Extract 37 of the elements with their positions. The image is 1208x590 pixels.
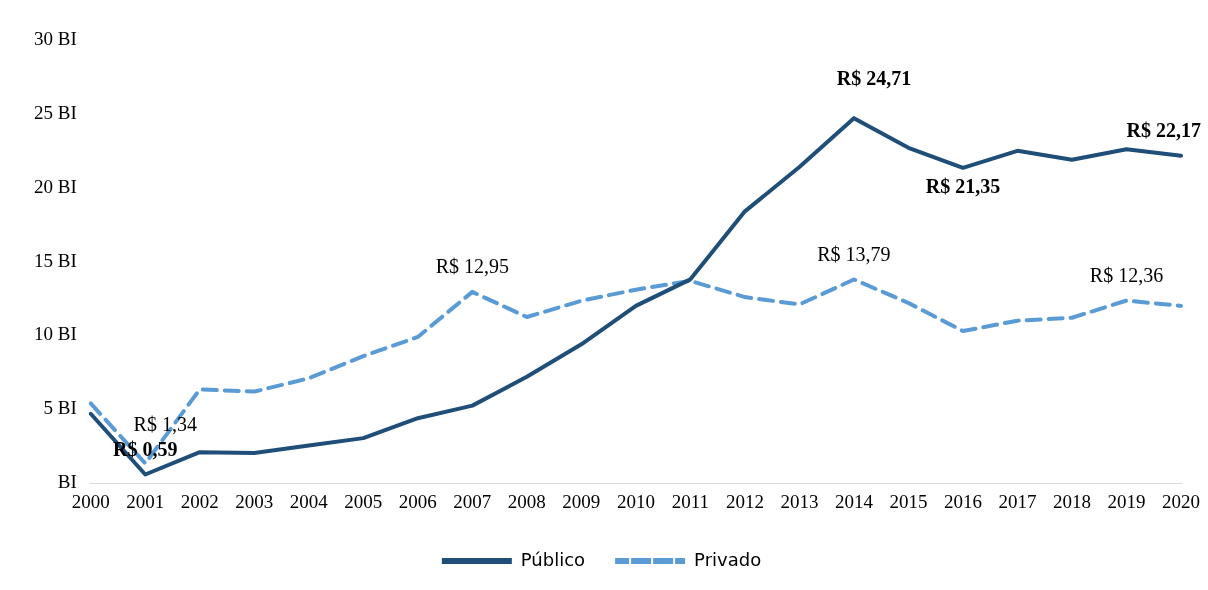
data-label: R$ 12,95: [435, 255, 510, 278]
y-tick-label: 20 BI: [34, 175, 77, 197]
y-tick-label: 25 BI: [34, 101, 77, 123]
y-tick-label: BI: [57, 471, 77, 493]
x-tick-label: 2017: [998, 490, 1037, 512]
x-tick-label: 2008: [507, 490, 546, 512]
x-tick-label: 2009: [562, 490, 601, 512]
x-tick-label: 2003: [235, 490, 274, 512]
x-tick-label: 2018: [1052, 490, 1091, 512]
data-label: R$ 21,35: [925, 174, 1001, 197]
x-tick-label: 2004: [289, 490, 329, 512]
x-tick-label: 2010: [616, 490, 655, 512]
x-tick-label: 2005: [344, 490, 383, 512]
data-label: R$ 22,17: [1126, 118, 1201, 141]
data-label: R$ 13,79: [817, 242, 891, 265]
x-tick-label: 2001: [126, 490, 165, 512]
x-tick-label: 2007: [453, 490, 492, 512]
legend-label: Privado: [694, 548, 762, 570]
x-tick-label: 2000: [71, 490, 110, 512]
y-tick-label: 30 BI: [34, 27, 77, 49]
data-label: R$ 12,36: [1089, 263, 1164, 286]
x-tick-label: 2002: [180, 490, 219, 512]
x-tick-label: 2019: [1107, 490, 1146, 512]
data-label: R$ 1,34: [133, 412, 197, 435]
x-tick-label: 2020: [1162, 490, 1200, 512]
y-tick-label: 5 BI: [43, 397, 77, 419]
x-tick-label: 2015: [889, 490, 928, 512]
legend-label: Público: [520, 548, 586, 570]
y-tick-label: 10 BI: [34, 323, 77, 345]
x-tick-label: 2012: [725, 490, 764, 512]
x-tick-label: 2013: [780, 490, 819, 512]
x-tick-label: 2014: [834, 490, 874, 512]
data-label: R$ 24,71: [836, 67, 912, 90]
y-tick-label: 15 BI: [34, 249, 77, 271]
x-tick-label: 2011: [671, 490, 710, 512]
x-tick-label: 2006: [398, 490, 437, 512]
x-tick-label: 2016: [943, 490, 982, 512]
